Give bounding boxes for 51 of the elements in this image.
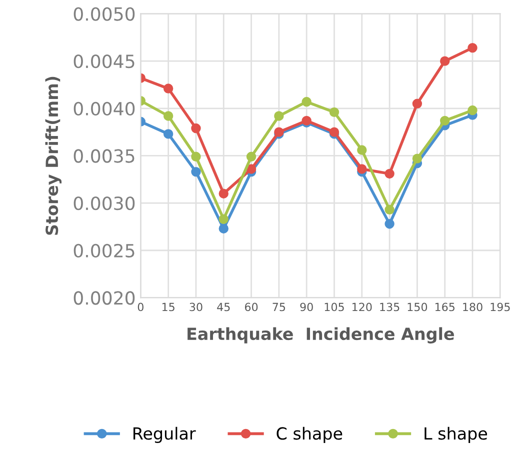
point: [357, 145, 367, 155]
x-tick-label: 30: [190, 302, 202, 312]
point: [191, 123, 201, 134]
x-tick-label: 45: [217, 302, 230, 312]
y-tick-label: 0.0020: [74, 291, 135, 305]
y-tick-label: 0.0045: [74, 54, 134, 68]
point: [412, 154, 422, 164]
point: [163, 111, 174, 121]
point: [468, 105, 478, 116]
point: [218, 224, 228, 234]
y-tick-label: 0.0050: [74, 7, 135, 21]
point: [163, 129, 174, 139]
point: [246, 152, 256, 162]
y-tick-label: 0.0030: [74, 196, 135, 210]
point: [384, 219, 394, 229]
x-tick-label: 195: [490, 302, 510, 312]
x-tick-label: 180: [463, 302, 482, 312]
point: [440, 116, 450, 126]
legend-label: C shape: [276, 426, 342, 443]
x-tick-label: 75: [272, 302, 286, 312]
legend-label: L shape: [424, 426, 488, 443]
x-tick-label: 15: [162, 302, 174, 312]
y-tick-label: 0.0040: [74, 102, 135, 116]
point: [384, 168, 394, 179]
y-tick-label: 0.0035: [74, 149, 134, 163]
point: [357, 164, 367, 174]
x-tick-label: 150: [408, 302, 428, 312]
y-axis-title: Storey Drift(mm): [45, 76, 62, 235]
point: [274, 111, 284, 121]
x-tick-label: 135: [380, 302, 400, 312]
point: [329, 107, 340, 118]
x-tick-label: 165: [435, 302, 454, 312]
point: [412, 98, 422, 109]
point: [468, 42, 478, 53]
x-tick-label: 105: [324, 302, 344, 312]
point: [191, 152, 201, 162]
x-axis-title: Earthquake Incidence Angle: [188, 327, 454, 344]
point: [191, 166, 201, 177]
point: [440, 56, 450, 66]
point: [302, 96, 312, 107]
x-tick-label: 0: [138, 302, 144, 312]
x-tick-label: 60: [244, 302, 258, 312]
point: [384, 204, 394, 215]
x-tick-label: 120: [352, 302, 372, 312]
legend-label: Regular: [134, 426, 196, 443]
y-tick-label: 0.0025: [74, 244, 134, 258]
x-tick-label: 90: [300, 302, 313, 312]
point: [163, 84, 174, 94]
point: [246, 164, 256, 174]
point: [218, 214, 228, 224]
point: [218, 188, 228, 198]
